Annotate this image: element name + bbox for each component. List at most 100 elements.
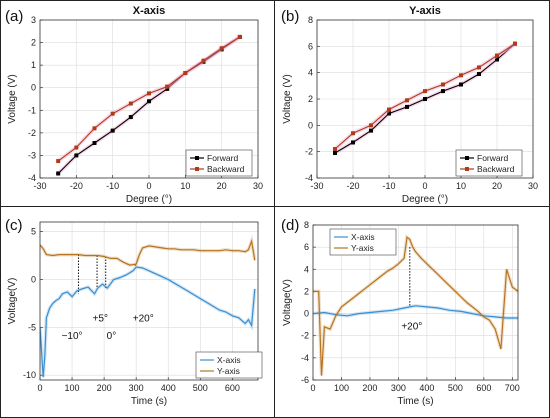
x-tick-label: 0 <box>422 181 427 191</box>
legend-label: Forward <box>477 153 508 163</box>
legend-box <box>185 149 253 177</box>
y-tick-label: -10 <box>23 370 36 380</box>
x-tick-label: 700 <box>505 383 520 393</box>
series-2 <box>40 234 257 267</box>
y-tick-label: 0 <box>304 309 309 319</box>
x-axis-label: Degree (°) <box>402 194 448 205</box>
data-point <box>405 98 409 103</box>
legend-label: Y-axis <box>351 243 374 253</box>
panel-label: (a) <box>5 8 23 25</box>
y-tick-label: -4 <box>301 353 309 363</box>
y-tick-label: 2 <box>308 94 313 104</box>
legend-label: Backward <box>207 164 245 174</box>
x-tick-label: 600 <box>225 383 240 393</box>
x-axis-label: Time (s) <box>397 396 433 407</box>
x-tick-label: 400 <box>161 383 176 393</box>
data-point <box>128 101 133 106</box>
legend-label: X-axis <box>351 232 375 242</box>
x-tick-label: -10 <box>106 181 119 191</box>
data-point <box>147 99 151 104</box>
x-tick-label: -30 <box>310 181 323 191</box>
plot-frame <box>39 19 259 179</box>
data-point <box>495 53 499 58</box>
y-axis-label: Voltage(V) <box>282 279 293 326</box>
series-1 <box>333 41 517 155</box>
x-tick-label: 0 <box>310 383 315 393</box>
data-point <box>387 107 391 112</box>
legend-box <box>455 149 523 177</box>
x-tick-label: 10 <box>456 181 466 191</box>
y-tick-label: -2 <box>305 147 313 157</box>
data-point <box>219 46 224 51</box>
y-tick-label: -2 <box>28 128 36 138</box>
x-tick-label: 0 <box>37 383 42 393</box>
x-tick-label: 400 <box>419 383 434 393</box>
panel-4: 0 100 200 300 400 500 600 700 -6 -4 -2 0 2 4 6 8 (d) Time… <box>281 217 520 407</box>
data-point <box>459 82 463 87</box>
y-tick-label: 8 <box>304 220 309 230</box>
x-tick-label: 0 <box>146 181 151 191</box>
panel-label: (d) <box>281 217 299 234</box>
x-tick-label: 200 <box>362 383 377 393</box>
x-tick-label: 500 <box>448 383 463 393</box>
legend-swatch-marker <box>195 156 199 160</box>
x-tick-label: 300 <box>391 383 406 393</box>
legend-swatch-marker <box>465 167 469 171</box>
data-point <box>165 86 170 91</box>
annotation-text: −10° <box>62 331 83 342</box>
x-tick-label: 30 <box>253 181 263 191</box>
data-point <box>423 97 427 101</box>
y-tick-label: 3 <box>31 15 36 25</box>
plot-frame <box>316 19 534 179</box>
data-point <box>513 41 517 46</box>
y-tick-label: 8 <box>308 15 313 25</box>
series-line <box>40 238 256 266</box>
data-point <box>92 126 97 131</box>
x-tick-label: 100 <box>65 383 80 393</box>
y-tick-label: 2 <box>304 286 309 296</box>
annotation-text: 0° <box>107 331 117 342</box>
data-point <box>74 145 79 150</box>
y-tick-label: -1 <box>28 105 36 115</box>
data-point <box>56 159 61 164</box>
series-2 <box>313 233 518 376</box>
y-tick-label: 6 <box>308 41 313 51</box>
data-point <box>441 89 445 94</box>
legend-box <box>329 228 397 256</box>
x-tick-label: 30 <box>528 181 538 191</box>
data-point <box>165 84 170 89</box>
x-tick-label: 300 <box>129 383 144 393</box>
x-tick-label: 10 <box>180 181 190 191</box>
y-tick-label: -2 <box>301 331 309 341</box>
data-point <box>110 128 115 133</box>
plot-frame <box>312 224 519 381</box>
data-point <box>237 34 242 39</box>
y-tick-label: 0 <box>308 120 313 130</box>
y-tick-label: 4 <box>308 68 313 78</box>
data-point <box>128 115 133 120</box>
data-point <box>74 153 79 158</box>
x-tick-label: 100 <box>334 383 349 393</box>
legend-label: Backward <box>477 164 515 174</box>
chart-title: Y-axis <box>409 5 441 17</box>
x-tick-label: 500 <box>193 383 208 393</box>
chart-title: X-axis <box>133 5 165 17</box>
y-axis-label: Voltage(V) <box>7 278 18 325</box>
x-tick-label: -30 <box>33 181 46 191</box>
annotation-text: +5° <box>93 314 108 325</box>
x-tick-label: 20 <box>492 181 502 191</box>
data-point <box>441 82 445 87</box>
y-axis-label: Voltage (V) <box>282 74 293 123</box>
y-tick-label: -6 <box>301 375 309 385</box>
series-line <box>40 266 256 378</box>
data-point <box>477 71 481 76</box>
data-point <box>183 71 188 76</box>
data-point <box>110 111 115 116</box>
data-point <box>201 58 206 63</box>
panel-2: -30 -20 -10 0 10 20 30-4-202468Y-axis(b)Degree… <box>281 5 538 205</box>
